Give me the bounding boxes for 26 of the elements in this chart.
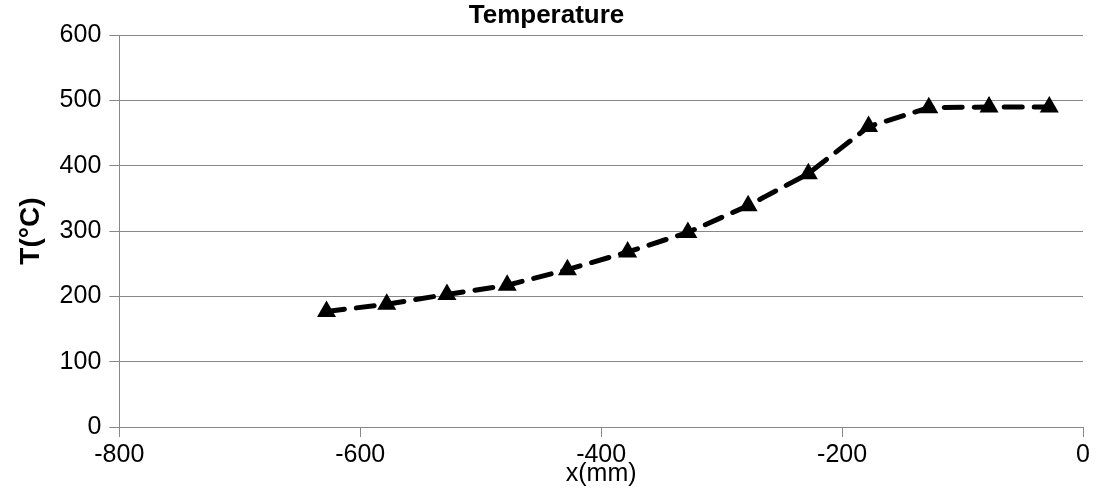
point <box>678 221 698 238</box>
point <box>798 162 818 180</box>
point <box>738 194 758 212</box>
y-tick-label: 300 <box>59 214 102 243</box>
y-tick-label: 400 <box>59 149 102 178</box>
y-axis-title: T(°C) <box>13 197 45 265</box>
point <box>618 241 638 258</box>
y-tick-label: 500 <box>59 84 102 113</box>
chart-title: Temperature <box>468 0 625 29</box>
y-tick-label: 200 <box>59 280 102 309</box>
x-tick-label: 0 <box>1076 438 1090 467</box>
point <box>437 283 457 300</box>
point <box>1039 96 1059 113</box>
point <box>377 293 397 310</box>
point <box>979 96 999 113</box>
point <box>859 115 879 133</box>
point <box>919 96 939 114</box>
x-tick-label: -200 <box>817 438 868 467</box>
y-tick-label: 600 <box>59 19 102 48</box>
x-tick-label: -600 <box>335 438 386 467</box>
point <box>557 258 577 276</box>
y-tick-label: 0 <box>87 410 102 439</box>
x-tick-label: -800 <box>94 438 145 467</box>
point <box>316 300 337 317</box>
y-tick-label: 100 <box>59 345 102 374</box>
point <box>497 274 517 291</box>
